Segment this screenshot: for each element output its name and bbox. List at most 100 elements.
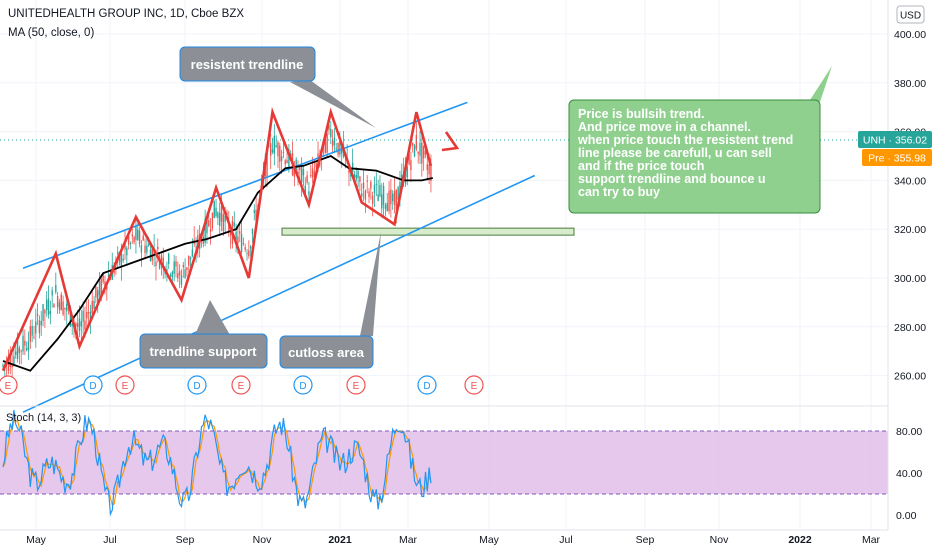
candle <box>379 175 381 198</box>
candle-body <box>175 261 177 267</box>
price-tick-label: 400.00 <box>894 29 926 41</box>
zigzag-line <box>1 107 433 372</box>
candle-body <box>102 273 104 282</box>
event-circle <box>417 375 437 395</box>
candle <box>382 182 385 219</box>
price-tick-label: 320.00 <box>894 224 926 236</box>
candle-body <box>186 267 188 271</box>
candle-body <box>269 143 272 156</box>
candle-body <box>240 233 243 253</box>
candle-body <box>228 222 230 232</box>
candle <box>286 151 288 164</box>
candle-body <box>226 212 228 215</box>
candle <box>20 349 22 365</box>
event-circle <box>0 375 18 395</box>
candle <box>162 247 164 280</box>
candle-body <box>239 231 241 234</box>
candle <box>357 169 359 188</box>
note-line: And price move in a channel. <box>578 120 751 134</box>
note-box[interactable]: Price is bullsih trend. And price move in… <box>568 66 832 214</box>
candle-body <box>71 323 73 327</box>
candle-body <box>188 255 190 266</box>
note-rect <box>568 99 821 214</box>
candle-body <box>235 231 237 241</box>
candle-body <box>93 300 95 309</box>
candle <box>180 269 183 289</box>
candle <box>362 168 365 202</box>
candle <box>71 322 73 335</box>
time-tick-label: Sep <box>176 534 195 546</box>
candle-body <box>53 304 55 308</box>
time-tick-label: Nov <box>253 534 272 546</box>
candle-body <box>177 273 179 279</box>
candle-body <box>419 142 421 156</box>
candle-body <box>56 296 59 307</box>
callout-resistent-text: resistent trendline <box>191 57 304 72</box>
candle <box>140 240 143 267</box>
candle <box>129 241 132 250</box>
candle-body <box>158 261 161 269</box>
candle-body <box>44 309 46 314</box>
candle-body <box>324 133 327 154</box>
note-line: line please be carefull, u can sell <box>578 146 772 160</box>
candle-body <box>49 310 52 315</box>
candle <box>359 176 361 191</box>
time-tick-label: Mar <box>862 534 881 546</box>
candle <box>91 291 93 316</box>
candle <box>310 165 312 178</box>
event-label: E <box>238 381 245 392</box>
candle <box>58 298 61 314</box>
candle-body <box>255 209 257 222</box>
candle-body <box>284 160 286 165</box>
event-label: E <box>471 381 478 392</box>
candle <box>55 272 57 295</box>
support-channel-line <box>22 174 536 413</box>
candle <box>391 190 394 210</box>
candle <box>373 176 376 207</box>
candle-body <box>86 311 88 319</box>
symbol-title[interactable]: UNITEDHEALTH GROUP INC, 1D, Cboe BZX <box>8 8 244 20</box>
event-label: D <box>299 381 306 392</box>
callout-support[interactable]: trendline support <box>139 300 268 369</box>
candle-body <box>368 191 370 198</box>
candle <box>430 154 432 193</box>
candle-body <box>275 145 277 147</box>
callout-resistent[interactable]: resistent trendline <box>179 46 376 128</box>
candle-body <box>220 205 223 222</box>
candle-body <box>362 182 365 189</box>
price-axis[interactable] <box>888 0 932 550</box>
candle <box>188 255 190 274</box>
candle-body <box>337 142 339 155</box>
candle-body <box>204 218 206 243</box>
candle-body <box>397 187 399 200</box>
candle <box>361 183 363 199</box>
candle-body <box>160 255 163 262</box>
candle <box>410 151 412 183</box>
candle-body <box>107 274 110 277</box>
note-line: and if the price touch <box>578 159 704 173</box>
candle <box>135 215 137 254</box>
stoch-indicator-label[interactable]: Stoch (14, 3, 3) <box>6 412 81 424</box>
candle-body <box>25 347 28 351</box>
candle <box>253 204 255 221</box>
candle <box>375 172 378 197</box>
currency-button[interactable]: USD <box>896 5 925 24</box>
candle <box>331 129 334 154</box>
candle <box>126 245 128 266</box>
candle <box>306 170 308 185</box>
event-label: D <box>423 381 430 392</box>
candle-body <box>18 347 21 354</box>
candle-body <box>191 249 194 257</box>
candle <box>60 292 62 311</box>
candle-body <box>51 290 53 296</box>
candle-body <box>364 190 367 200</box>
candle <box>18 345 21 365</box>
candle-body <box>144 245 146 254</box>
callout-cutloss[interactable]: cutloss area <box>279 232 381 369</box>
ma-indicator-label[interactable]: MA (50, close, 0) <box>8 27 94 39</box>
candle-body <box>406 166 408 178</box>
dividend-event-marker: D <box>417 375 437 395</box>
candle <box>370 179 372 200</box>
